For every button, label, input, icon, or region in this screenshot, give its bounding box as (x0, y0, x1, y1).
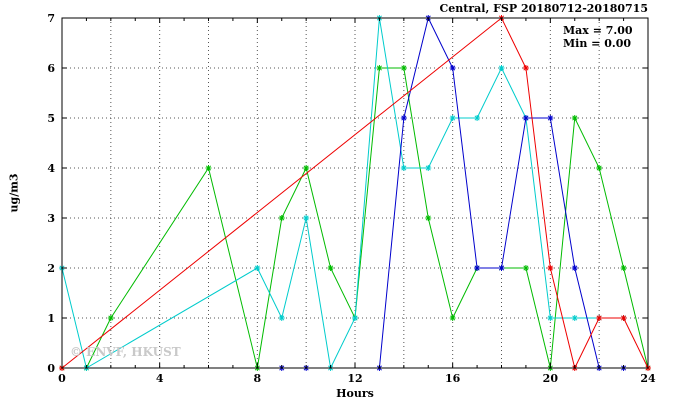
series-marker-blue (449, 65, 456, 71)
series-marker-red (522, 65, 529, 71)
series-marker-cyan (571, 315, 578, 321)
y-tick-label: 3 (47, 212, 55, 225)
series-marker-green (425, 215, 432, 221)
min-value-label: Min = 0.00 (563, 37, 632, 50)
series-marker-cyan (547, 315, 554, 321)
series-marker-red (596, 315, 603, 321)
series-line-red (61, 17, 649, 370)
series-marker-red (547, 265, 554, 271)
series-marker-cyan (449, 115, 456, 121)
series-marker-green (522, 265, 529, 271)
series-marker-red (620, 315, 627, 321)
x-tick-label: 4 (156, 372, 164, 385)
series-marker-blue (571, 265, 578, 271)
series-marker-green (596, 165, 603, 171)
series-marker-blue (498, 265, 505, 271)
series-marker-cyan (352, 315, 358, 321)
x-axis-label: Hours (336, 387, 374, 400)
series-marker-blue (547, 115, 554, 121)
x-tick-label: 8 (254, 372, 262, 385)
y-tick-label: 1 (47, 312, 55, 325)
x-tick-label: 0 (58, 372, 66, 385)
series-marker-green (205, 165, 212, 171)
x-tick-label: 20 (543, 372, 559, 385)
series-marker-cyan (278, 315, 285, 321)
y-tick-label: 4 (47, 162, 55, 175)
series-marker-blue (400, 115, 407, 121)
series-marker-cyan (254, 265, 261, 271)
series-marker-green (620, 265, 627, 271)
x-tick-label: 24 (640, 372, 656, 385)
series-marker-green (107, 315, 114, 321)
series-marker-green (571, 115, 578, 121)
series-marker-green (400, 65, 407, 71)
watermark: © ENVF, HKUST (70, 345, 181, 359)
series-marker-green (327, 265, 334, 271)
series-marker-green (303, 165, 310, 171)
series-marker-cyan (474, 115, 481, 121)
y-tick-label: 5 (47, 112, 55, 125)
max-value-label: Max = 7.00 (563, 24, 633, 37)
y-tick-label: 6 (47, 62, 55, 75)
series-marker-blue (474, 265, 481, 271)
series-marker-cyan (498, 65, 505, 71)
series-marker-cyan (425, 165, 432, 171)
y-tick-label: 7 (47, 12, 55, 25)
chart-title: Central, FSP 20180712-20180715 (439, 2, 648, 15)
y-tick-label: 2 (47, 262, 55, 275)
series-marker-blue (522, 115, 529, 121)
series-marker-green (376, 65, 383, 71)
x-tick-label: 12 (347, 372, 362, 385)
y-axis-label: ug/m3 (7, 173, 21, 213)
y-tick-label: 0 (47, 362, 55, 375)
series-line-cyan (61, 17, 624, 370)
series-marker-cyan (303, 215, 310, 221)
x-tick-label: 16 (445, 372, 461, 385)
series-marker-green (278, 215, 285, 221)
series-marker-green (449, 315, 456, 321)
series-marker-cyan (400, 165, 407, 171)
